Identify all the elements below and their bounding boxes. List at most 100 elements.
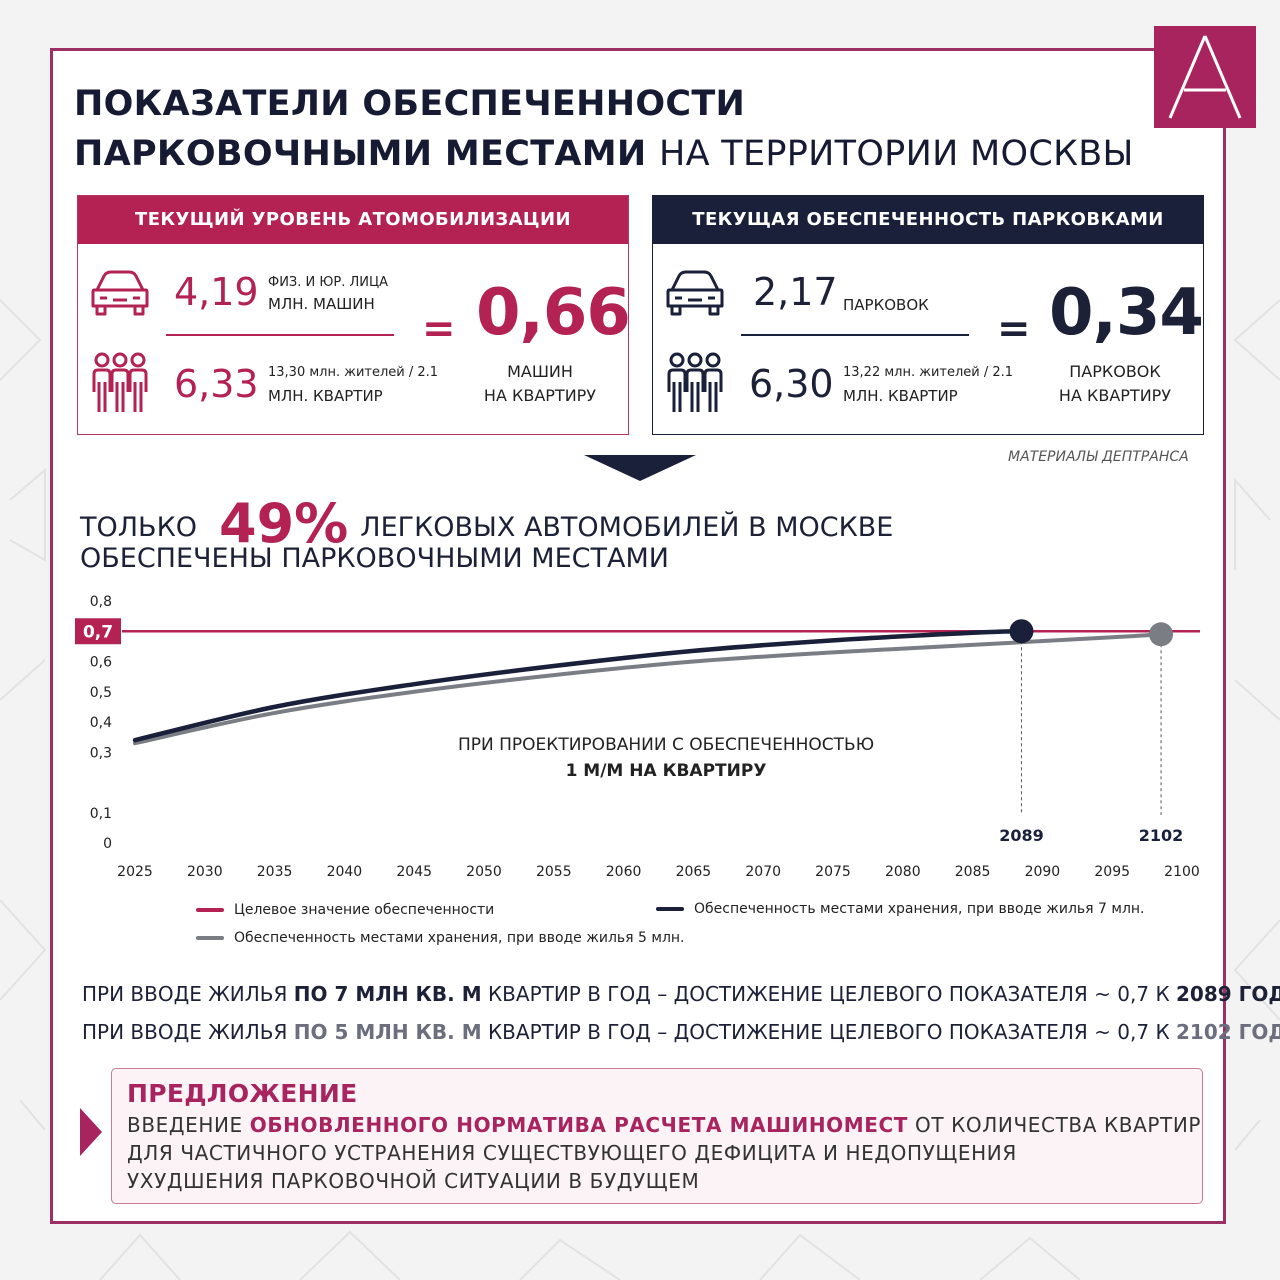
y-tick-label: 0,8 [90, 594, 112, 610]
x-tick-label: 2045 [396, 864, 432, 880]
people-icon [667, 352, 723, 412]
legend-swatch-5mln [196, 936, 224, 940]
car-icon [666, 270, 724, 316]
page-title-line2: ПАРКОВОЧНЫМИ МЕСТАМИ НА ТЕРРИТОРИИ МОСКВ… [74, 134, 1134, 174]
fraction-bar [741, 334, 969, 336]
brand-logo [1154, 26, 1256, 128]
proposal-box: ПРЕДЛОЖЕНИЕ ВВЕДЕНИЕ ОБНОВЛЕННОГО НОРМАТ… [111, 1068, 1203, 1204]
legend-label-target: Целевое значение обеспеченности [234, 902, 495, 918]
apartments-count: 6,30 [749, 362, 834, 406]
proposal-text: ОТ КОЛИЧЕСТВА КВАРТИР [908, 1113, 1202, 1137]
car-icon [91, 270, 149, 316]
headline-pre: ТОЛЬКО [80, 512, 197, 543]
x-tick-label: 2100 [1164, 864, 1200, 880]
note-pre: ПРИ ВВОДЕ ЖИЛЬЯ [82, 1020, 294, 1044]
note-volume: ПО 5 МЛН КВ. М [293, 1020, 482, 1044]
proposal-title: ПРЕДЛОЖЕНИЕ [127, 1079, 358, 1108]
y-tick-highlight [75, 618, 121, 645]
cars-label-2: МЛН. МАШИН [268, 295, 375, 313]
play-triangle-icon [80, 1108, 102, 1156]
headline-line1: ТОЛЬКО 49% ЛЕГКОВЫХ АВТОМОБИЛЕЙ В МОСКВЕ [80, 492, 893, 555]
headline-post: ЛЕГКОВЫХ АВТОМОБИЛЕЙ В МОСКВЕ [360, 512, 894, 543]
x-tick-label: 2085 [955, 864, 991, 880]
fraction-bar [166, 334, 394, 336]
x-tick-label: 2025 [117, 864, 153, 880]
source-note: МАТЕРИАЛЫ ДЕПТРАНСА [1008, 449, 1189, 465]
proposal-line-2: ДЛЯ ЧАСТИЧНОГО УСТРАНЕНИЯ СУЩЕСТВУЮЩЕГО … [127, 1141, 1017, 1165]
caption-line-2: НА КВАРТИРУ [483, 386, 597, 405]
ownership-result-caption: МАШИН НА КВАРТИРУ [462, 360, 618, 408]
note-mid: КВАРТИР В ГОД – ДОСТИЖЕНИЕ ЦЕЛЕВОГО ПОКА… [481, 982, 1177, 1006]
parking-supply-card: ТЕКУЩАЯ ОБЕСПЕЧЕННОСТЬ ПАРКОВКАМИ 2,17 П… [652, 195, 1204, 435]
y-tick-label: 0,5 [90, 685, 112, 701]
series-line-5mln [133, 632, 1164, 746]
apartments-label-2: МЛН. КВАРТИР [268, 387, 383, 405]
card-header: ТЕКУЩАЯ ОБЕСПЕЧЕННОСТЬ ПАРКОВКАМИ [653, 196, 1203, 244]
note-mid: КВАРТИР В ГОД – ДОСТИЖЕНИЕ ЦЕЛЕВОГО ПОКА… [481, 1020, 1177, 1044]
note-volume: ПО 7 МЛН КВ. М [293, 982, 482, 1006]
proposal-text: ВВЕДЕНИЕ [127, 1113, 250, 1137]
x-tick-label: 2050 [466, 864, 502, 880]
legend-swatch-target [196, 908, 224, 912]
proposal-line-1: ВВЕДЕНИЕ ОБНОВЛЕННОГО НОРМАТИВА РАСЧЕТА … [127, 1113, 1201, 1137]
apartments-count: 6,33 [174, 362, 259, 406]
caption-line-2: НА КВАРТИРУ [1058, 386, 1172, 405]
x-tick-label: 2075 [815, 864, 851, 880]
parking-forecast-chart: 0 0,1 0,3 0,4 0,5 0,6 0,7 0,8 2025 2030 2035 2040 20… [75, 594, 1200, 880]
chart-annotation-line2: 1 М/М НА КВАРТИРУ [566, 761, 767, 781]
parking-result: 0,34 [1049, 276, 1204, 350]
equals-sign: = [422, 306, 456, 352]
legend-7mln: Обеспеченность местами хранения, при вво… [656, 901, 1145, 917]
parking-count: 2,17 [753, 270, 838, 314]
y-tick-label: 0,3 [90, 745, 112, 761]
note-year: 2089 ГОДУ [1176, 982, 1280, 1006]
x-tick-label: 2070 [745, 864, 781, 880]
card-header: ТЕКУЩИЙ УРОВЕНЬ АТОМОБИЛИЗАЦИИ [78, 196, 628, 244]
chart-annotation-line1: ПРИ ПРОЕКТИРОВАНИИ С ОБЕСПЕЧЕННОСТЬЮ [458, 735, 874, 755]
forecast-note-5mln: ПРИ ВВОДЕ ЖИЛЬЯ ПО 5 МЛН КВ. М КВАРТИР В… [82, 1020, 1280, 1044]
legend-target: Целевое значение обеспеченности [196, 902, 494, 918]
y-tick-label: 0,1 [90, 806, 112, 822]
x-tick-label: 2060 [606, 864, 642, 880]
title-light-part: НА ТЕРРИТОРИИ МОСКВЫ [658, 134, 1134, 174]
x-tick-label: 2030 [187, 864, 223, 880]
series-line-7mln [132, 629, 1024, 743]
note-pre: ПРИ ВВОДЕ ЖИЛЬЯ [82, 982, 294, 1006]
x-tick-label: 2035 [257, 864, 293, 880]
apartments-label-2: МЛН. КВАРТИР [843, 387, 958, 405]
note-year: 2102 ГОДУ [1176, 1020, 1280, 1044]
series-end-label: 2102 [1139, 826, 1184, 845]
x-tick-label: 2055 [536, 864, 572, 880]
legend-swatch-7mln [656, 907, 684, 911]
proposal-highlight: ОБНОВЛЕННОГО НОРМАТИВА РАСЧЕТА МАШИНОМЕС… [249, 1113, 909, 1137]
parking-label: ПАРКОВОК [843, 296, 929, 314]
people-icon [92, 352, 148, 412]
x-tick-label: 2065 [676, 864, 712, 880]
forecast-note-7mln: ПРИ ВВОДЕ ЖИЛЬЯ ПО 7 МЛН КВ. М КВАРТИР В… [82, 982, 1280, 1006]
car-ownership-card: ТЕКУЩИЙ УРОВЕНЬ АТОМОБИЛИЗАЦИИ 4,19 ФИЗ.… [77, 195, 631, 435]
x-tick-label: 2080 [885, 864, 921, 880]
apartments-label-1: 13,22 млн. жителей / 2.1 [843, 365, 1014, 380]
series-end-point [1009, 619, 1034, 644]
equals-sign: = [997, 306, 1031, 352]
y-tick-label: 0,7 [83, 622, 113, 642]
x-tick-label: 2040 [327, 864, 363, 880]
cars-count: 4,19 [174, 270, 259, 314]
proposal-line-3: УХУДШЕНИЯ ПАРКОВОЧНОЙ СИТУАЦИИ В БУДУЩЕМ [127, 1169, 700, 1193]
y-tick-label: 0,6 [90, 655, 112, 671]
apartments-label-1: 13,30 млн. жителей / 2.1 [268, 365, 439, 380]
caption-line-1: МАШИН [507, 362, 573, 381]
series-end-label: 2089 [999, 826, 1044, 845]
ownership-result: 0,66 [476, 276, 631, 350]
y-tick-label: 0 [103, 836, 112, 852]
legend-label-7mln: Обеспеченность местами хранения, при вво… [694, 901, 1145, 917]
series-end-point [1149, 622, 1174, 647]
legend-5mln: Обеспеченность местами хранения, при вво… [196, 930, 685, 946]
x-tick-label: 2095 [1094, 864, 1130, 880]
x-tick-label: 2090 [1025, 864, 1061, 880]
parking-result-caption: ПАРКОВОК НА КВАРТИРУ [1037, 360, 1193, 408]
headline-line2: ОБЕСПЕЧЕНЫ ПАРКОВОЧНЫМИ МЕСТАМИ [80, 543, 669, 574]
title-bold-part: ПАРКОВОЧНЫМИ МЕСТАМИ [74, 134, 647, 174]
headline-percent: 49% [219, 492, 349, 555]
